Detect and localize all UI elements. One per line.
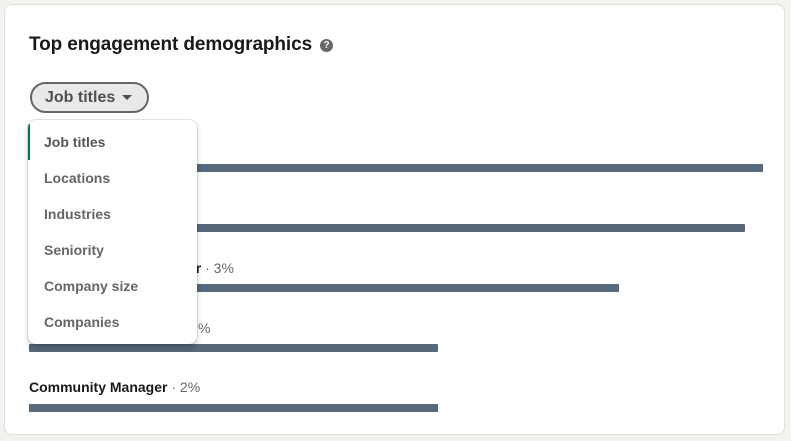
engagement-bar bbox=[29, 284, 619, 292]
card-header: Top engagement demographics ? bbox=[29, 34, 334, 56]
dropdown-option-seniority[interactable]: Seniority bbox=[44, 242, 104, 258]
engagement-bar bbox=[29, 404, 438, 412]
demographic-type-dropdown-menu: Job titles Locations Industries Seniorit… bbox=[28, 120, 197, 344]
job-titles-filter-button[interactable]: Job titles bbox=[30, 82, 149, 113]
caret-down-icon bbox=[122, 95, 133, 100]
dropdown-option-locations[interactable]: Locations bbox=[44, 170, 111, 186]
row-percent: · 2% bbox=[171, 379, 201, 395]
dropdown-option-job-titles[interactable]: Job titles bbox=[28, 124, 197, 160]
row-label: % bbox=[198, 320, 210, 336]
row-label: Community Manager · 2% bbox=[29, 379, 200, 395]
row-name: Community Manager bbox=[29, 379, 168, 395]
engagement-bar bbox=[29, 344, 438, 352]
engagement-bar bbox=[29, 224, 745, 232]
filter-label: Job titles bbox=[45, 88, 116, 106]
dropdown-option-company-size[interactable]: Company size bbox=[44, 278, 139, 294]
engagement-demographics-card: Top engagement demographics ? Job titles… bbox=[4, 4, 785, 435]
question-circle-icon[interactable]: ? bbox=[320, 38, 334, 52]
card-title: Top engagement demographics bbox=[29, 34, 313, 55]
row-percent: · 3% bbox=[205, 260, 234, 276]
row-percent: % bbox=[198, 320, 211, 336]
engagement-bar bbox=[29, 164, 763, 172]
dropdown-option-companies[interactable]: Companies bbox=[44, 314, 120, 330]
dropdown-option-industries[interactable]: Industries bbox=[44, 206, 111, 222]
